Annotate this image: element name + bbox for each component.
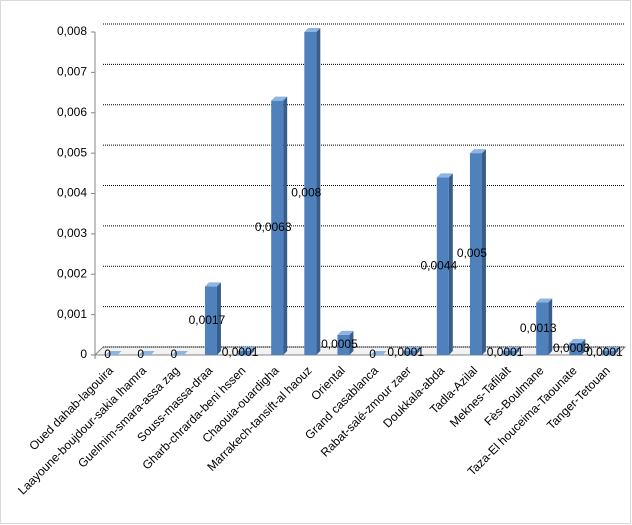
y-tick-label: 0,006: [57, 105, 87, 119]
bar-top: [204, 282, 221, 287]
bar-top: [271, 96, 288, 101]
y-tick-label: 0,003: [57, 226, 87, 240]
y-tick-label: 0,001: [57, 307, 87, 321]
bar-front: [569, 342, 582, 355]
bar-front: [204, 286, 217, 355]
value-label: 0,0044: [420, 258, 457, 272]
bar-top: [536, 298, 553, 303]
value-label: 0,0001: [586, 345, 623, 359]
value-label: 0,005: [457, 246, 487, 260]
y-tick-label: 0,008: [57, 24, 87, 38]
bar-top: [370, 351, 387, 355]
bar-side: [216, 282, 221, 355]
bar-top: [403, 346, 420, 351]
bar: [138, 351, 155, 355]
value-label: 0,0005: [321, 337, 358, 351]
bar: [171, 351, 188, 355]
bar-side: [515, 346, 520, 355]
value-label: 0: [369, 347, 376, 361]
y-tick-label: 0,002: [57, 266, 87, 280]
bar-top: [436, 173, 453, 178]
bar-side: [283, 96, 288, 355]
bar-front: [602, 350, 615, 355]
bar-front: [436, 177, 449, 355]
bar: [370, 351, 387, 355]
bar-front: [403, 350, 416, 355]
bar: [536, 298, 553, 355]
bar-side: [581, 338, 586, 355]
bar-top: [105, 351, 122, 355]
value-label: 0,0017: [189, 313, 226, 327]
bar-top: [469, 149, 486, 154]
y-tick-label: 0,005: [57, 145, 87, 159]
bar-side: [349, 330, 354, 355]
bar: [238, 346, 255, 355]
bar-side: [448, 173, 453, 355]
bar-front: [271, 100, 284, 355]
bar: [403, 346, 420, 355]
bar-top: [602, 346, 619, 351]
bar-side: [548, 298, 553, 355]
bar-front: [304, 32, 317, 355]
y-tick-label: 0: [80, 347, 87, 361]
value-label: 0: [104, 347, 111, 361]
value-label: 0: [137, 347, 144, 361]
bar-top: [171, 351, 188, 355]
bar: [337, 330, 354, 355]
bar-front: [536, 302, 549, 355]
y-tick-label: 0,007: [57, 65, 87, 79]
value-label: 0,008: [291, 186, 321, 200]
bar: [105, 351, 122, 355]
bar: [271, 96, 288, 355]
bar-front: [469, 153, 482, 355]
y-tick-label: 0,004: [57, 186, 87, 200]
bar: [503, 346, 520, 355]
value-label: 0: [170, 347, 177, 361]
bar-side: [250, 346, 255, 355]
bar-side: [316, 28, 321, 355]
bar-top: [337, 330, 354, 335]
bar-front: [503, 350, 516, 355]
bar: [436, 173, 453, 355]
bar-side: [614, 346, 619, 355]
bar: [469, 149, 486, 355]
bar-top: [304, 28, 321, 32]
bar-top: [138, 351, 155, 355]
bar-top: [503, 346, 520, 351]
value-label: 0,0003: [553, 341, 590, 355]
bar-front: [337, 334, 350, 355]
bar-side: [415, 346, 420, 355]
value-label: 0,0001: [487, 345, 524, 359]
bar: [204, 282, 221, 355]
value-label: 0,0001: [387, 345, 424, 359]
bar-front: [238, 350, 251, 355]
bar-top: [569, 338, 586, 343]
bar-side: [481, 149, 486, 355]
bar-top: [238, 346, 255, 351]
value-label: 0,0063: [255, 220, 292, 234]
value-label: 0,0001: [222, 345, 259, 359]
value-label: 0,0013: [520, 321, 557, 335]
bar: [304, 28, 321, 355]
bar: [602, 346, 619, 355]
bar: [569, 338, 586, 355]
